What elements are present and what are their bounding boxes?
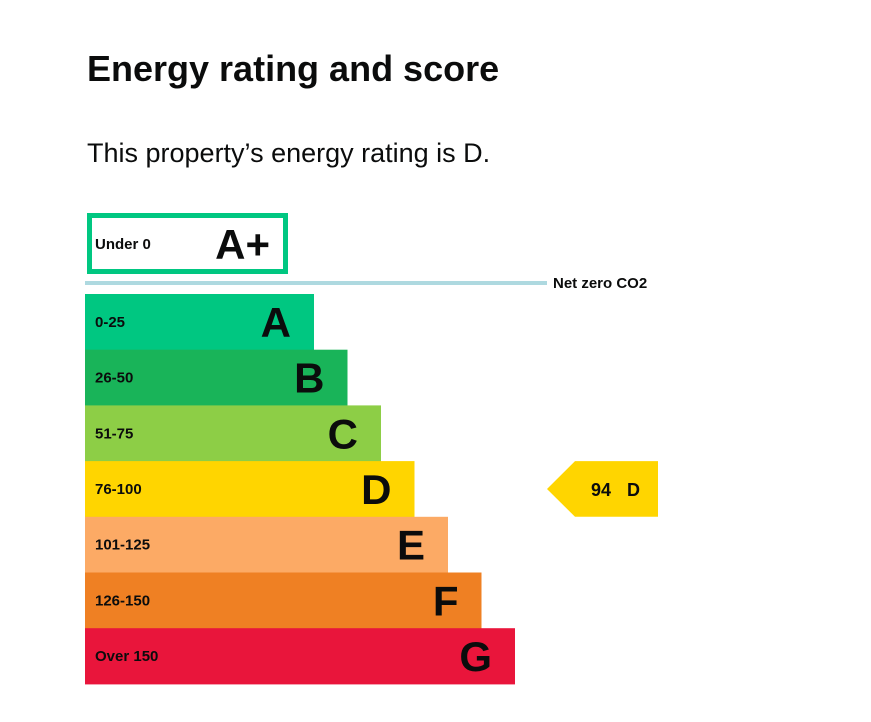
band-e-letter: E — [397, 522, 425, 569]
band-a-letter: A — [261, 299, 291, 346]
band-b-range: 26-50 — [95, 370, 133, 387]
current-rating-letter: D — [627, 480, 640, 500]
band-a-range: 0-25 — [95, 314, 125, 331]
band-e-range: 101-125 — [95, 537, 150, 554]
band-c-range: 51-75 — [95, 425, 133, 442]
band-f-bar — [85, 572, 482, 629]
band-f-letter: F — [433, 577, 459, 624]
band-c-letter: C — [328, 410, 358, 457]
band-a-plus-box — [87, 213, 288, 274]
band-g-range: Over 150 — [95, 648, 158, 665]
band-a-bar — [85, 294, 314, 351]
band-d-range: 76-100 — [95, 481, 142, 498]
band-b-bar — [85, 349, 348, 406]
band-f-range: 126-150 — [95, 592, 150, 609]
band-g-bar — [85, 628, 515, 685]
band-g-letter: G — [459, 633, 492, 680]
current-rating-arrow — [547, 461, 658, 517]
band-d-letter: D — [361, 466, 391, 513]
current-rating-score: 94 — [591, 480, 611, 500]
band-d-bar — [85, 461, 415, 518]
rating-summary: This property’s energy rating is D. — [87, 138, 491, 168]
net-zero-label: Net zero CO2 — [553, 275, 647, 292]
band-a-plus-range: Under 0 — [95, 236, 151, 253]
band-b-letter: B — [294, 355, 324, 402]
band-a-plus-letter: A+ — [215, 221, 270, 268]
band-e-bar — [85, 516, 448, 573]
page-title: Energy rating and score — [87, 48, 500, 89]
band-c-bar — [85, 405, 381, 462]
